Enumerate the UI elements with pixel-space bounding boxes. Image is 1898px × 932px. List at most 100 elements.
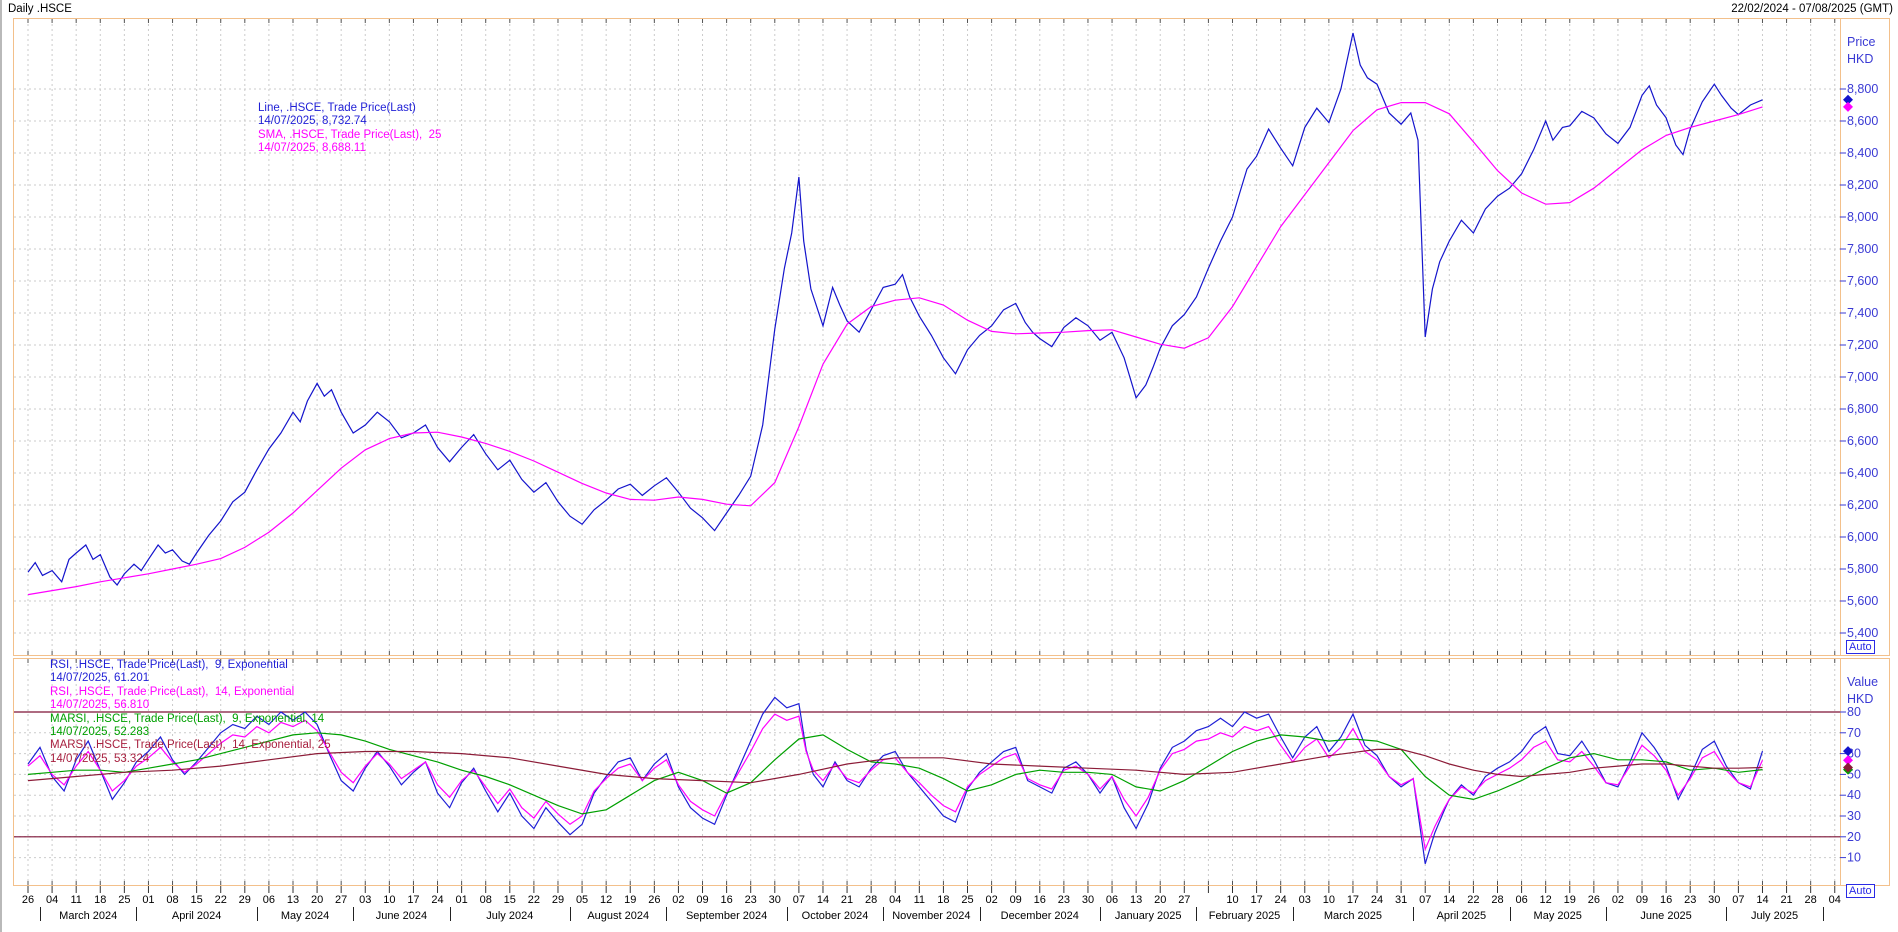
day-tick-label: 14 bbox=[1756, 894, 1769, 906]
month-label: August 2024 bbox=[587, 910, 650, 922]
day-tick-label: 10 bbox=[383, 894, 396, 906]
day-tick-label: 12 bbox=[1539, 894, 1552, 906]
legend-rsi14-name: RSI, .HSCE, Trade Price(Last), 14, Expon… bbox=[50, 685, 295, 698]
day-tick-label: 05 bbox=[575, 894, 589, 906]
day-tick-label: 16 bbox=[720, 894, 733, 906]
day-tick-label: 14 bbox=[816, 894, 830, 906]
window-left-edge bbox=[0, 0, 2, 932]
last-value-marker bbox=[1843, 762, 1853, 773]
axis-tick-label: 7,800 bbox=[1847, 242, 1878, 256]
day-tick-label: 24 bbox=[1370, 894, 1384, 906]
day-tick-label: 29 bbox=[551, 894, 565, 906]
axis-tick-label: 7,400 bbox=[1847, 306, 1878, 320]
day-tick-label: 27 bbox=[1178, 894, 1191, 906]
axis-tick-label: 6,400 bbox=[1847, 466, 1878, 480]
axis-tick-label: 20 bbox=[1847, 830, 1861, 844]
month-label: January 2025 bbox=[1114, 910, 1182, 922]
day-tick-label: 02 bbox=[1611, 894, 1625, 906]
day-tick-label: 08 bbox=[479, 894, 492, 906]
axis-title: Price bbox=[1847, 35, 1876, 49]
day-tick-label: 25 bbox=[118, 894, 131, 906]
legend-marsi9-value: 14/07/2025, 52.283 bbox=[50, 726, 150, 739]
axis-tick-label: 8,800 bbox=[1847, 82, 1878, 96]
day-tick-label: 16 bbox=[1659, 894, 1673, 906]
last-value-marker bbox=[1843, 94, 1853, 105]
day-tick-label: 01 bbox=[455, 894, 468, 906]
axis-title: HKD bbox=[1847, 692, 1873, 706]
month-separator bbox=[1100, 907, 1101, 921]
axis-tick-label: 40 bbox=[1847, 788, 1861, 802]
day-tick-label: 10 bbox=[1322, 894, 1335, 906]
last-value-marker bbox=[1843, 101, 1853, 112]
day-tick-label: 11 bbox=[70, 894, 82, 906]
day-tick-label: 15 bbox=[503, 894, 516, 906]
day-tick-label: 13 bbox=[286, 894, 300, 906]
month-separator bbox=[1196, 907, 1198, 921]
day-tick-label: 02 bbox=[985, 894, 998, 906]
month-label: June 2025 bbox=[1640, 910, 1692, 922]
day-tick-label: 28 bbox=[1491, 894, 1504, 906]
price-axis-auto-button[interactable]: Auto bbox=[1846, 640, 1875, 654]
month-separator bbox=[1726, 907, 1728, 921]
day-tick-label: 28 bbox=[865, 894, 878, 906]
day-tick-label: 09 bbox=[1635, 894, 1649, 906]
day-tick-label: 06 bbox=[262, 894, 276, 906]
axis-tick-label: 8,200 bbox=[1847, 178, 1878, 192]
day-tick-label: 17 bbox=[1346, 894, 1360, 906]
day-tick-label: 26 bbox=[21, 894, 35, 906]
axis-title: Value bbox=[1847, 675, 1878, 689]
axis-tick-label: 8,400 bbox=[1847, 146, 1878, 160]
day-tick-label: 04 bbox=[1828, 894, 1841, 906]
month-separator bbox=[979, 907, 981, 921]
month-separator bbox=[1509, 907, 1511, 921]
day-tick-label: 06 bbox=[1515, 894, 1528, 906]
month-separator bbox=[570, 907, 572, 921]
day-tick-label: 07 bbox=[1732, 894, 1745, 906]
day-tick-label: 12 bbox=[600, 894, 613, 906]
day-tick-label: 17 bbox=[407, 894, 420, 906]
day-tick-label: 19 bbox=[1563, 894, 1576, 906]
day-tick-label: 09 bbox=[696, 894, 709, 906]
axis-tick-label: 5,800 bbox=[1847, 562, 1878, 576]
rsi-legend: RSI, .HSCE, Trade Price(Last), 9, Expone… bbox=[50, 659, 331, 766]
day-tick-label: 16 bbox=[1033, 894, 1046, 906]
month-separator bbox=[1605, 907, 1607, 921]
month-separator bbox=[136, 907, 138, 921]
day-tick-label: 04 bbox=[45, 894, 59, 906]
month-separator bbox=[1822, 907, 1824, 921]
day-tick-label: 31 bbox=[1395, 894, 1408, 906]
day-tick-label: 22 bbox=[1467, 894, 1480, 906]
legend-rsi14-value: 14/07/2025, 56.810 bbox=[50, 699, 150, 712]
day-tick-label: 20 bbox=[310, 894, 324, 906]
month-label: July 2025 bbox=[1750, 910, 1799, 922]
legend-marsi14-value: 14/07/2025, 53.324 bbox=[50, 752, 150, 765]
month-label: December 2024 bbox=[1000, 910, 1079, 922]
month-label: October 2024 bbox=[801, 910, 869, 922]
day-tick-label: 30 bbox=[768, 894, 781, 906]
axis-tick-label: 30 bbox=[1847, 809, 1861, 823]
day-tick-label: 15 bbox=[190, 894, 203, 906]
rsi-axis-auto-button[interactable]: Auto bbox=[1846, 884, 1875, 898]
axis-tick-label: 6,800 bbox=[1847, 402, 1878, 416]
axis-title: HKD bbox=[1847, 52, 1873, 66]
day-tick-label: 24 bbox=[431, 894, 444, 906]
month-separator bbox=[786, 907, 788, 921]
day-tick-label: 25 bbox=[961, 894, 974, 906]
month-label: March 2024 bbox=[59, 910, 118, 922]
legend-rsi9-name: RSI, .HSCE, Trade Price(Last), 9, Expone… bbox=[50, 659, 288, 671]
day-tick-label: 23 bbox=[1684, 894, 1697, 906]
month-label: November 2024 bbox=[892, 910, 971, 922]
day-tick-label: 03 bbox=[359, 894, 372, 906]
day-tick-label: 21 bbox=[840, 894, 854, 906]
day-tick-label: 07 bbox=[792, 894, 805, 906]
day-tick-label: 28 bbox=[1804, 894, 1817, 906]
day-tick-label: 13 bbox=[1130, 894, 1143, 906]
month-separator bbox=[449, 907, 451, 921]
month-label: May 2025 bbox=[1533, 910, 1582, 922]
legend-marsi14-name: MARSI, .HSCE, Trade Price(Last), 14, Exp… bbox=[50, 739, 331, 752]
price-chart-canvas[interactable]: 8,800 8,600 8,400 8,200 8,000 7,800 7,600 7,400… bbox=[13, 18, 1890, 656]
day-tick-label: 18 bbox=[937, 894, 950, 906]
day-tick-label: 27 bbox=[335, 894, 348, 906]
day-tick-label: 03 bbox=[1298, 894, 1311, 906]
